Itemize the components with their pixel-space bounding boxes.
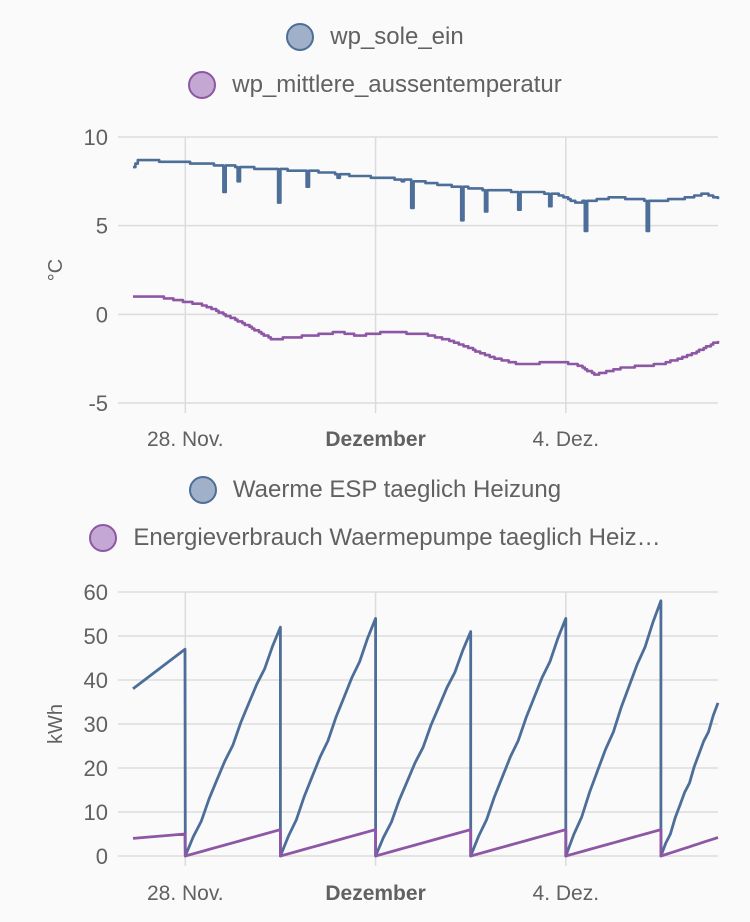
y-tick-label: 0	[96, 844, 108, 869]
temperature-plot: 10 5 0 -5 28. Nov. Dezember 4. Dez. °C	[45, 125, 720, 451]
legend-swatch-icon	[286, 23, 315, 51]
x-tick-label: Dezember	[325, 428, 425, 451]
x-tick-label: 28. Nov.	[147, 428, 224, 451]
x-tick-label: 4. Dez.	[533, 428, 600, 451]
legend-item-wp-sole-ein[interactable]: wp_sole_ein	[0, 23, 750, 51]
y-tick-label: 5	[96, 214, 108, 239]
legend-item-energieverbrauch[interactable]: Energieverbrauch Waermepumpe taeglich He…	[0, 524, 750, 552]
temperature-chart: wp_sole_ein wp_mittlere_aussentemperatur…	[0, 0, 750, 460]
y-tick-label: 60	[84, 580, 108, 605]
legend-swatch-icon	[188, 71, 217, 99]
y-tick-label: 10	[84, 800, 108, 825]
legend-label: wp_mittlere_aussentemperatur	[232, 71, 562, 98]
y-tick-label: 50	[84, 624, 108, 649]
legend-item-wp-mittlere-aussentemperatur[interactable]: wp_mittlere_aussentemperatur	[0, 71, 750, 99]
legend-item-waerme-esp[interactable]: Waerme ESP taeglich Heizung	[0, 476, 750, 504]
legend-label: Energieverbrauch Waermepumpe taeglich He…	[133, 524, 661, 551]
x-tick-label: 28. Nov.	[147, 882, 224, 905]
y-axis-label: °C	[45, 259, 67, 281]
series-line-wp-mittlere-aussentemperatur	[133, 295, 720, 376]
y-tick-label: -5	[88, 391, 108, 416]
y-tick-label: 10	[84, 125, 108, 150]
x-tick-label: Dezember	[325, 882, 425, 905]
y-tick-label: 30	[84, 712, 108, 737]
energy-chart: Waerme ESP taeglich Heizung Energieverbr…	[0, 460, 750, 922]
legend-label: Waerme ESP taeglich Heizung	[232, 476, 562, 503]
legend-label: wp_sole_ein	[330, 23, 464, 50]
legend-swatch-icon	[89, 524, 118, 552]
energy-plot: 60 50 40 30 20 10 0 28. Nov. Dezember 4. Dez. kWh	[45, 580, 720, 905]
y-tick-label: 40	[84, 668, 108, 693]
series-line-energieverbrauch	[132, 828, 719, 858]
y-axis-label: kWh	[45, 704, 67, 744]
y-tick-label: 20	[84, 756, 108, 781]
series-line-waerme-esp	[132, 599, 720, 858]
x-tick-label: 4. Dez.	[533, 882, 600, 905]
series-line-wp-sole-ein	[133, 158, 720, 233]
y-tick-label: 0	[96, 302, 108, 327]
legend-swatch-icon	[188, 476, 217, 504]
